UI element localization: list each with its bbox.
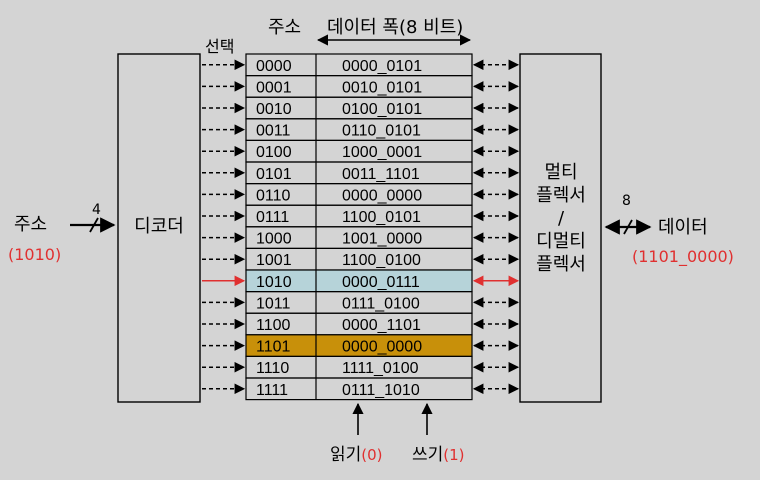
row-address: 0100 xyxy=(256,144,292,161)
decoder-box xyxy=(117,53,201,403)
memory-row-1111 xyxy=(245,377,473,401)
row-address: 0111 xyxy=(256,209,289,226)
mux-label-line: / xyxy=(558,208,565,229)
row-address: 1000 xyxy=(256,231,292,248)
row-data: 0111_0100 xyxy=(342,295,420,312)
data-bus-width: 8 xyxy=(622,193,631,209)
mux-label-line: 디멀티 xyxy=(536,231,586,252)
row-address: 0110 xyxy=(256,187,291,204)
row-address: 0011 xyxy=(256,123,291,140)
row-address: 0000 xyxy=(256,58,292,75)
decoder-label: 디코더 xyxy=(134,216,184,237)
row-address: 1011 xyxy=(256,295,291,312)
row-data: 1000_0001 xyxy=(342,144,422,161)
address-bus-slash xyxy=(89,217,99,233)
row-data: 0111_1010 xyxy=(342,382,420,399)
row-data: 0110_0101 xyxy=(342,123,421,140)
mux-label-line: 플렉서 xyxy=(536,185,586,206)
read-signal-label: 읽기(0) xyxy=(330,445,383,465)
row-data: 0000_0000 xyxy=(342,187,422,204)
data-bus-slash xyxy=(623,219,633,235)
mux-label-line: 멀티 xyxy=(544,162,577,183)
row-address: 1110 xyxy=(256,360,289,377)
row-data: 0010_0101 xyxy=(342,79,422,96)
row-address: 0101 xyxy=(256,166,292,183)
row-data: 0000_0111 xyxy=(342,274,420,291)
row-data: 0100_0101 xyxy=(342,101,422,118)
row-address: 1010 xyxy=(256,274,292,291)
row-address: 1001 xyxy=(256,252,292,269)
row-data: 1100_0101 xyxy=(342,209,421,226)
address-column-title: 주소 xyxy=(268,17,301,38)
row-address: 1111 xyxy=(256,382,288,399)
mux-demux-box xyxy=(519,53,602,403)
data-output-label: 데이터 xyxy=(658,217,708,238)
data-output-value: (1101_0000) xyxy=(632,247,734,267)
row-address: 1101 xyxy=(256,339,291,356)
row-address: 0001 xyxy=(256,79,292,96)
row-address: 0010 xyxy=(256,101,292,118)
select-lines xyxy=(202,59,246,395)
row-data: 0011_1101 xyxy=(342,166,420,183)
data-width-title: 데이터 폭(8 비트) xyxy=(327,17,463,38)
mux-label-line: 플렉서 xyxy=(536,254,586,275)
row-data: 1100_0100 xyxy=(342,252,421,269)
row-data: 0000_0101 xyxy=(342,58,422,75)
address-bus-width: 4 xyxy=(92,202,101,218)
row-address: 1100 xyxy=(256,317,291,334)
select-label: 선택 xyxy=(205,37,234,56)
row-data: 0000_0000 xyxy=(342,339,422,356)
address-input-value: (1010) xyxy=(8,245,61,264)
row-data: 0000_1101 xyxy=(342,317,421,334)
address-input-label: 주소 xyxy=(14,214,47,235)
write-signal-label: 쓰기(1) xyxy=(412,445,465,465)
row-data: 1111_0100 xyxy=(342,360,419,377)
row-data: 1001_0000 xyxy=(342,231,422,248)
data-lines xyxy=(472,59,520,395)
memory-table: 0000 0000_0101 0001 0010_0101 0010 0100_0101 0… xyxy=(245,53,473,401)
